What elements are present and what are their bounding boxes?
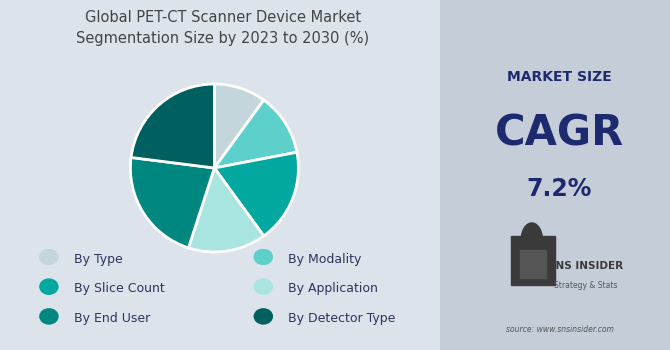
Text: SNS INSIDER: SNS INSIDER xyxy=(549,261,624,271)
Wedge shape xyxy=(188,168,264,252)
Text: 7.2%: 7.2% xyxy=(527,177,592,201)
Bar xyxy=(511,236,555,285)
Text: By Type: By Type xyxy=(74,252,123,266)
Text: By End User: By End User xyxy=(74,312,150,325)
Text: source: www.snsinsider.com: source: www.snsinsider.com xyxy=(505,324,614,334)
Text: Strategy & Stats: Strategy & Stats xyxy=(554,281,618,290)
Circle shape xyxy=(40,249,58,265)
Wedge shape xyxy=(214,100,297,168)
Bar xyxy=(520,250,546,278)
Text: Global PET-CT Scanner Device Market
Segmentation Size by 2023 to 2030 (%): Global PET-CT Scanner Device Market Segm… xyxy=(76,10,369,47)
Circle shape xyxy=(521,223,543,257)
Text: By Slice Count: By Slice Count xyxy=(74,282,164,295)
Text: MARKET SIZE: MARKET SIZE xyxy=(507,70,612,84)
Text: By Application: By Application xyxy=(288,282,378,295)
Circle shape xyxy=(40,279,58,294)
Wedge shape xyxy=(214,84,264,168)
Circle shape xyxy=(40,309,58,324)
Circle shape xyxy=(255,249,272,265)
Circle shape xyxy=(255,309,272,324)
Wedge shape xyxy=(214,152,298,236)
Wedge shape xyxy=(131,84,214,168)
Text: By Modality: By Modality xyxy=(288,252,362,266)
FancyBboxPatch shape xyxy=(440,0,670,350)
Circle shape xyxy=(255,279,272,294)
Wedge shape xyxy=(131,158,214,248)
Text: By Detector Type: By Detector Type xyxy=(288,312,395,325)
Text: CAGR: CAGR xyxy=(495,112,624,154)
